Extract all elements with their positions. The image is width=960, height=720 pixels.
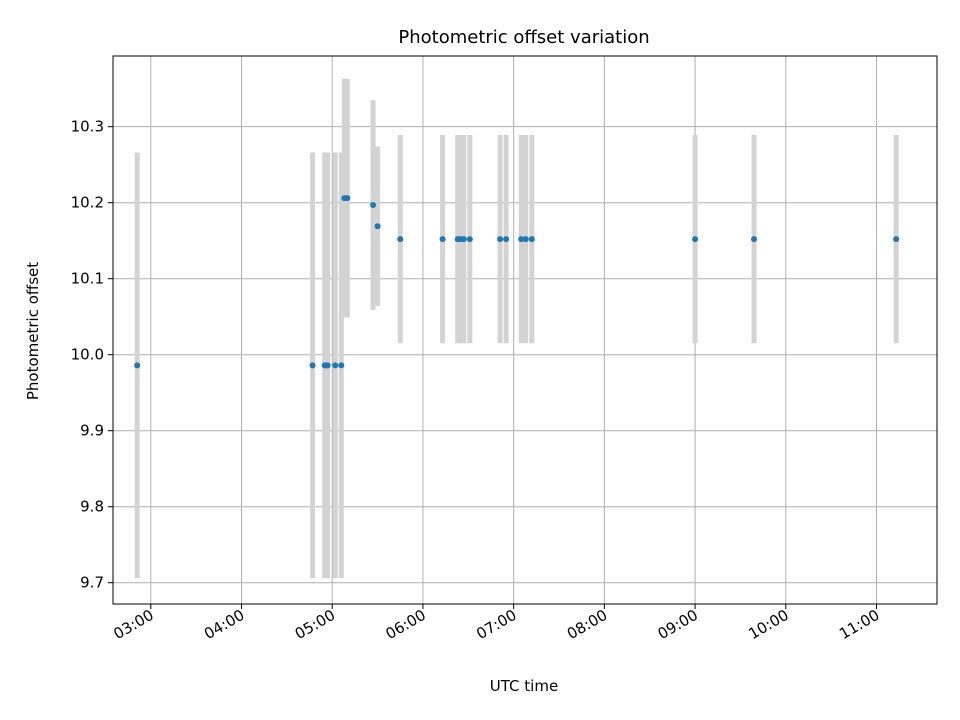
plot-frame [112, 55, 938, 605]
data-point [692, 236, 699, 243]
x-tick-label: 11:00 [836, 606, 882, 643]
data-point [370, 201, 377, 208]
data-point [460, 236, 467, 243]
x-tick-label: 04:00 [201, 606, 247, 643]
data-point [751, 236, 758, 243]
data-point [338, 362, 345, 369]
y-axis-label: Photometric offset [24, 262, 42, 400]
x-tick-label: 05:00 [292, 606, 338, 643]
y-tick-label: 9.7 [80, 574, 104, 592]
y-tick-label: 10.0 [71, 346, 104, 364]
x-tick-label: 06:00 [383, 606, 429, 643]
error-bars [134, 78, 899, 579]
data-point [134, 362, 141, 369]
y-tick-label: 9.8 [80, 498, 104, 516]
y-axis: 9.7 9.8 9.9 10.0 10.1 10.2 10.3 [71, 118, 113, 592]
data-point [309, 362, 316, 369]
data-points [134, 195, 900, 369]
data-point [344, 195, 351, 202]
data-point [332, 362, 339, 369]
data-point [439, 236, 446, 243]
y-tick-label: 10.3 [71, 118, 104, 136]
x-tick-label: 07:00 [473, 606, 519, 643]
data-point [528, 236, 535, 243]
data-point [503, 236, 510, 243]
x-axis: 03:00 04:00 05:00 06:00 07:00 08:00 09:00 10:00… [110, 604, 883, 643]
y-tick-label: 10.1 [71, 270, 104, 288]
data-point [397, 236, 404, 243]
data-point [324, 362, 331, 369]
x-tick-label: 10:00 [745, 606, 791, 643]
x-tick-label: 08:00 [564, 606, 610, 643]
y-tick-label: 10.2 [71, 194, 104, 212]
y-tick-label: 9.9 [80, 422, 104, 440]
data-point [497, 236, 504, 243]
x-tick-label: 09:00 [655, 606, 701, 643]
x-tick-label: 03:00 [110, 606, 156, 643]
data-point [522, 236, 529, 243]
data-point [518, 236, 525, 243]
data-point [466, 236, 473, 243]
x-axis-label: UTC time [490, 677, 558, 695]
data-point [374, 223, 381, 230]
chart-title: Photometric offset variation [398, 27, 649, 48]
data-point [893, 236, 900, 243]
